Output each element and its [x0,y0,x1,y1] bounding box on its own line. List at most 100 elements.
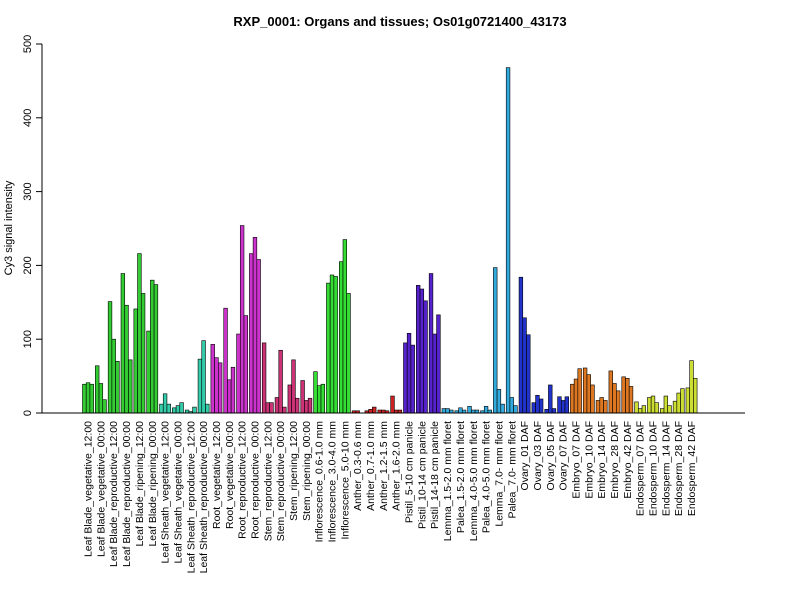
bar [300,380,305,414]
bar [513,405,518,414]
bar [166,403,171,414]
bar [560,400,566,414]
x-tick-label: Anther_0.7-1.0 mm [365,421,377,511]
x-tick-label: Leaf Blade_vegetative_00:00 [95,421,107,557]
bar [269,402,274,414]
bar [693,378,698,414]
y-tick-label: 300 [22,182,34,200]
bar [612,383,617,414]
bar [458,407,463,414]
bar [416,285,421,414]
bar [338,261,344,414]
bar [175,405,181,414]
bar [111,338,116,414]
bar [564,396,569,414]
bar [304,400,309,414]
bar [256,259,261,414]
bar [313,371,318,414]
bar [179,402,184,414]
bar [522,317,527,414]
x-tick-label: Leaf Sheath_reproductive_00:00 [198,421,210,574]
bar [423,300,428,414]
x-tick-label: Palea_1.5-2.0 mm floret [455,421,467,533]
bar [197,358,203,414]
bar [282,406,287,414]
bar [667,405,672,414]
bar [608,370,613,414]
bar [153,284,159,414]
x-tick-label: Root_vegetative_00:00 [224,421,236,529]
bar [483,406,489,414]
bar [317,385,322,414]
bar [582,367,588,414]
bar [295,397,300,414]
bar [146,330,151,414]
x-tick-label: Ovary_07 DAF [558,421,570,490]
x-tick-label: Leaf Blade_ripening_00:00 [147,421,159,547]
bar [218,362,223,414]
bar [621,376,626,414]
bar [372,406,377,414]
bar [291,359,296,414]
bar [406,332,412,414]
bar [390,395,395,414]
bar [672,400,678,414]
bar [120,273,126,414]
x-tick-label: Anther_0.3-0.6 mm [352,421,364,511]
bar [159,403,164,414]
bar [201,340,206,414]
bar [210,344,215,414]
x-tick-label: Ovary_05 DAF [545,421,557,490]
bar [659,408,665,414]
bar [265,402,270,414]
bar [223,307,228,414]
bar [441,408,447,414]
bar [641,405,647,414]
x-tick-label: Leaf Blade_reproductive_00:00 [121,421,133,567]
bar [573,378,579,414]
y-tick-label: 0 [22,410,34,416]
bar [320,383,326,414]
x-tick-label: Anther_1.2-1.5 mm [378,421,390,511]
x-tick-label: Leaf Sheath_reproductive_12:00 [185,421,197,574]
x-tick-label: Pistil_10-14 cm panicle [416,421,428,529]
bar [570,383,575,414]
bar [137,253,142,414]
chart-title: RXP_0001: Organs and tissues; Os01g07214… [233,14,566,29]
x-tick-label: Lemma_4.0-5.0 mm floret [468,421,480,541]
bar [287,384,292,414]
bar [261,342,267,414]
x-tick-label: Endosperm_07 DAF [635,421,647,516]
bar [638,408,643,414]
bar [333,276,338,414]
y-axis-label: Cy3 signal intensity [3,180,15,275]
bar [535,394,540,414]
bar [557,396,562,414]
bar [518,276,524,414]
bar [676,392,681,414]
bar [403,342,408,414]
x-tick-label: Embryo_42 DAF [622,421,634,499]
bar [625,378,630,414]
bar [586,374,591,414]
x-tick-label: Root_vegetative_12:00 [211,421,223,529]
bar [436,314,441,414]
bar [278,349,283,414]
bar [493,267,498,414]
bar [428,273,434,414]
bar [509,397,514,414]
x-tick-label: Leaf Blade_ripening_12:00 [134,421,146,547]
bar [505,67,511,414]
x-tick-label: Lemma_7.0- mm floret [493,421,505,527]
bar [227,379,232,414]
bar [249,253,254,414]
x-tick-label: Endosperm_14 DAF [660,421,672,516]
bar [252,237,258,414]
bar [616,390,621,414]
x-tick-label: Root_reproductive_12:00 [237,421,249,539]
x-tick-label: Leaf Blade_reproductive_12:00 [108,421,120,567]
bar [680,388,685,414]
bar [239,225,245,414]
bar [650,395,656,414]
bar [115,361,120,414]
